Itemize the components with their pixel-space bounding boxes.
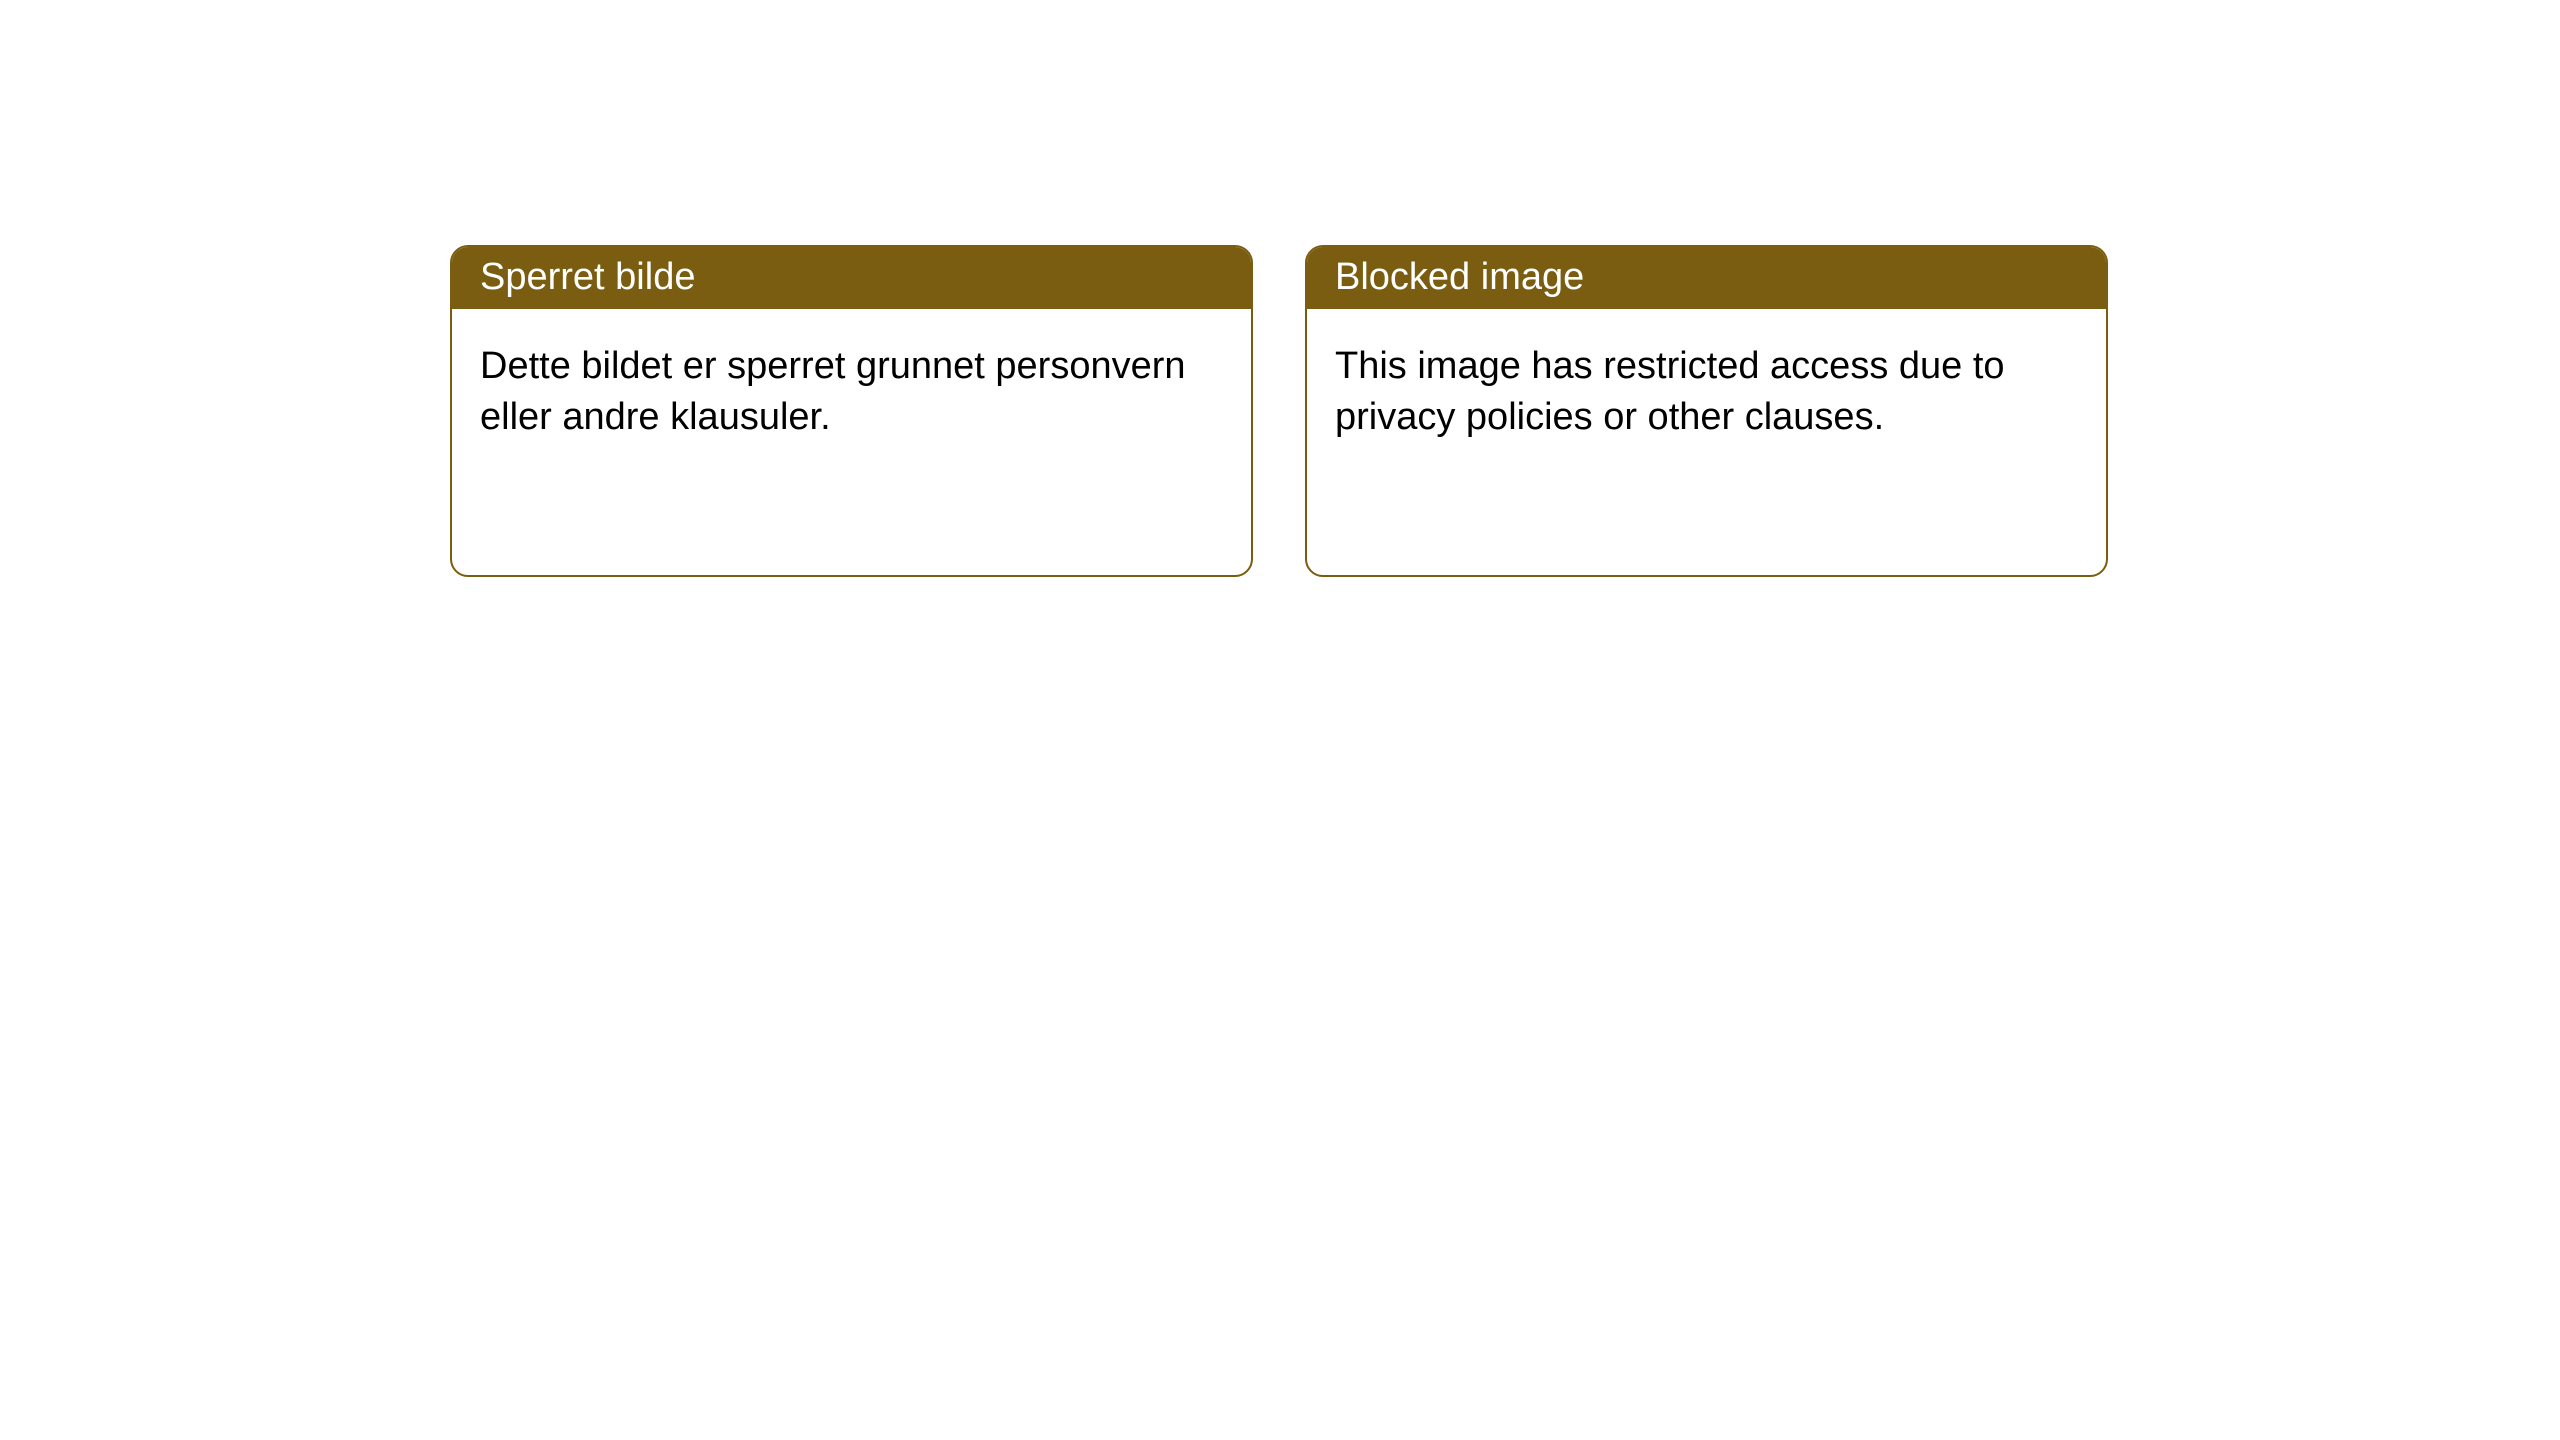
notice-container: Sperret bilde Dette bildet er sperret gr…	[0, 0, 2560, 577]
notice-header: Sperret bilde	[452, 247, 1251, 309]
notice-text: This image has restricted access due to …	[1335, 345, 2005, 438]
notice-body: This image has restricted access due to …	[1307, 309, 2106, 476]
notice-box-english: Blocked image This image has restricted …	[1305, 245, 2108, 577]
notice-box-norwegian: Sperret bilde Dette bildet er sperret gr…	[450, 245, 1253, 577]
notice-body: Dette bildet er sperret grunnet personve…	[452, 309, 1251, 476]
notice-header: Blocked image	[1307, 247, 2106, 309]
notice-text: Dette bildet er sperret grunnet personve…	[480, 345, 1186, 438]
notice-title: Sperret bilde	[480, 256, 695, 298]
notice-title: Blocked image	[1335, 256, 1584, 298]
